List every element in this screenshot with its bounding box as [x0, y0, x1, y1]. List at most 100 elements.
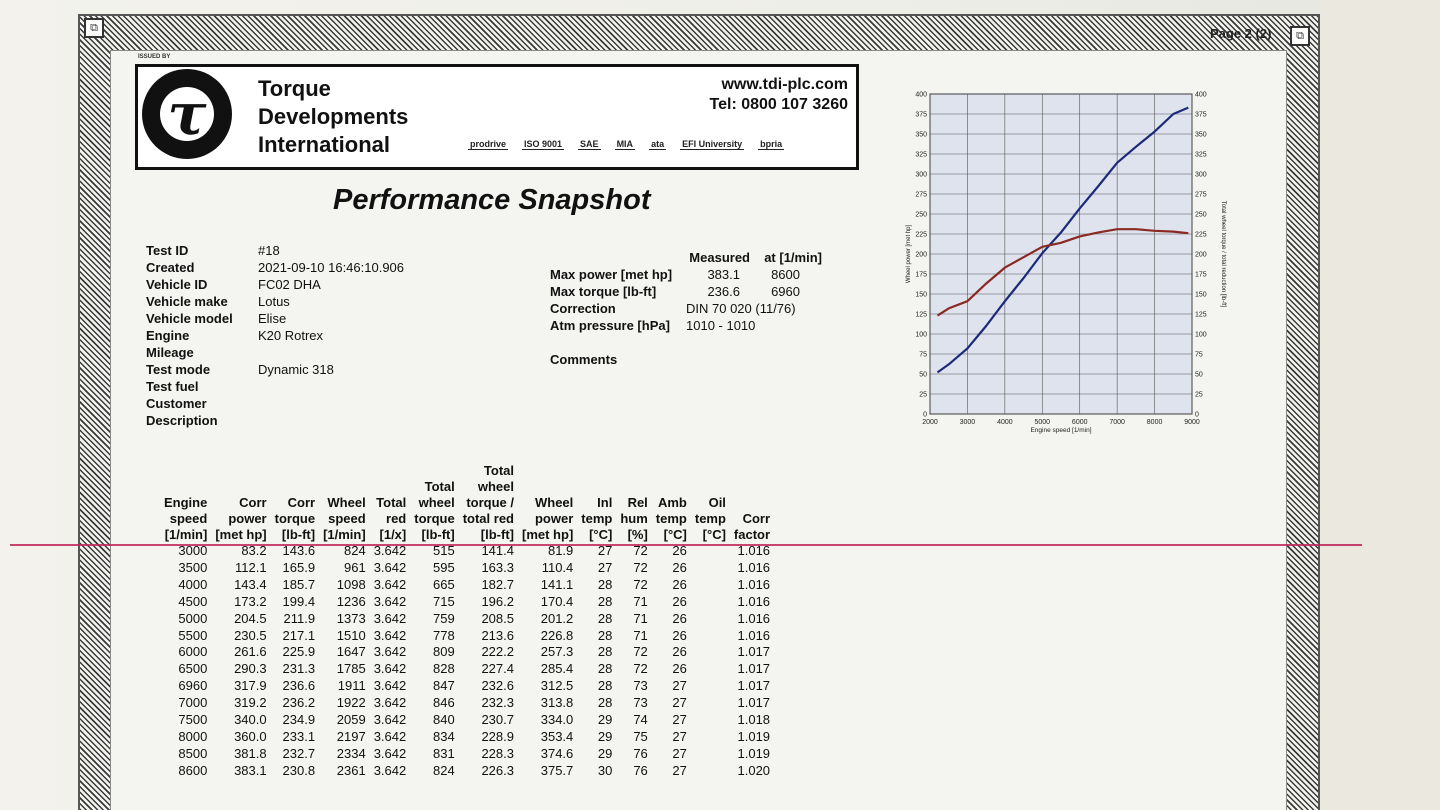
x-tick-label: 7000 [1109, 419, 1125, 426]
x-tick-label: 8000 [1147, 419, 1163, 426]
column-header: Corr factor [733, 511, 771, 542]
table-cell: 26 [672, 661, 687, 677]
table-cell: 1.017 [737, 661, 771, 677]
restore-icon[interactable]: ⧉ [1290, 26, 1310, 46]
table-cell: 1.017 [737, 644, 771, 660]
table-cell [691, 594, 730, 611]
table-cell: 375.7 [540, 762, 574, 778]
column-header: Wheel speed [1/min] [323, 495, 366, 542]
y-tick-label: 50 [919, 372, 927, 379]
table-cell: 230.5 [234, 627, 267, 643]
table-cell: 71 [633, 610, 648, 626]
table-cell: 1.019 [737, 745, 771, 761]
column-header: Corr torque [lb-ft] [274, 495, 316, 542]
table-cell: 3.642 [373, 543, 407, 558]
y-tick-label: 275 [915, 192, 927, 199]
test-info-row: Mileage [146, 345, 194, 360]
table-row: 5500 230.5 217.1 1510 3.642 778 213.6 226.8 28 71… [160, 628, 774, 645]
y-tick-label: 350 [915, 132, 927, 139]
table-cell: 27 [672, 712, 687, 728]
y-tick-label: 225 [915, 232, 927, 239]
table-cell: 5500 [178, 627, 208, 643]
table-cell: 72 [633, 644, 648, 660]
table-cell: 715 [433, 593, 455, 609]
table-cell: 230.8 [282, 762, 316, 778]
table-cell: 76 [633, 762, 648, 778]
table-cell: 185.7 [282, 576, 316, 592]
table-cell [691, 543, 730, 560]
table-cell: 1098 [336, 576, 366, 592]
table-cell [691, 644, 730, 661]
table-row: 4000 143.4 185.7 1098 3.642 665 182.7 141.1 28 72… [160, 577, 774, 594]
table-cell [691, 712, 730, 729]
y-tick-label-right: 150 [1195, 292, 1207, 299]
table-cell: 226.3 [481, 762, 514, 778]
y-tick-label-right: 50 [1195, 372, 1203, 379]
table-cell: 3500 [178, 559, 208, 575]
table-cell: 231.3 [282, 661, 316, 677]
table-cell: 834 [433, 728, 455, 744]
performance-chart: 0 0 25 25 50 50 75 75 100 100 125 125 150 150 175 175 20… [900, 82, 1230, 442]
table-cell: 72 [633, 576, 648, 592]
table-cell: 76 [633, 745, 648, 761]
test-info-row: Description [146, 413, 218, 428]
y-tick-label: 375 [915, 112, 927, 119]
table-cell: 143.4 [234, 576, 267, 592]
table-cell: 809 [433, 644, 455, 660]
table-cell: 2334 [336, 745, 366, 761]
table-cell: 26 [672, 559, 687, 575]
y-tick-label-right: 350 [1195, 132, 1207, 139]
table-cell: 1.017 [737, 695, 771, 711]
y-tick-label: 200 [915, 252, 927, 259]
table-cell: 27 [672, 678, 687, 694]
table-cell: 1236 [336, 593, 366, 609]
test-info-row: Test fuel [146, 379, 199, 394]
table-cell: 230.7 [481, 712, 514, 728]
test-info-row: Created 2021-09-10 16:46:10.906 [146, 260, 405, 275]
accreditation-logos: prodrive ISO 9001 SAE MIA ata EFI Univer… [468, 139, 785, 150]
table-cell: 163.3 [481, 559, 514, 575]
test-info-row: Customer [146, 396, 207, 411]
table-cell: 75 [633, 728, 648, 744]
table-cell: 1922 [336, 695, 366, 711]
table-cell [691, 763, 730, 780]
y-tick-label-right: 375 [1195, 112, 1207, 119]
table-cell: 28 [597, 678, 613, 694]
table-cell: 1510 [336, 627, 366, 643]
table-cell: 3.642 [373, 593, 407, 609]
table-cell: 840 [433, 712, 455, 728]
table-cell: 233.1 [282, 728, 316, 744]
x-axis-label: Engine speed [1/min] [1030, 427, 1091, 434]
table-row: 8600 383.1 230.8 2361 3.642 824 226.3 375.7 30 76… [160, 763, 774, 780]
test-info-row: Test mode Dynamic 318 [146, 362, 334, 377]
table-cell: 778 [433, 627, 455, 643]
column-header: Total wheel torque / total red [lb-ft] [462, 463, 514, 542]
table-cell [691, 577, 730, 594]
table-cell: 3.642 [373, 559, 407, 575]
marker-line [10, 544, 1362, 546]
x-tick-label: 3000 [960, 419, 976, 426]
y-tick-label: 25 [919, 392, 927, 399]
table-row: 7500 340.0 234.9 2059 3.642 840 230.7 334.0 29 74… [160, 712, 774, 729]
table-cell: 225.9 [282, 644, 316, 660]
table-cell: 232.3 [481, 695, 514, 711]
table-cell: 3.642 [373, 678, 407, 694]
table-cell: 201.2 [540, 610, 574, 626]
column-header: Wheel power [met hp] [522, 495, 574, 542]
table-cell: 26 [672, 576, 687, 592]
table-cell: 141.4 [481, 543, 514, 558]
table-cell: 5000 [178, 610, 208, 626]
table-cell: 1.017 [737, 678, 771, 694]
y-tick-label-right: 175 [1195, 272, 1207, 279]
table-cell: 595 [433, 559, 455, 575]
table-cell: 2361 [336, 762, 366, 778]
restore-icon[interactable]: ⧉ [84, 18, 104, 38]
table-cell: 3.642 [373, 728, 407, 744]
table-cell: 261.6 [234, 644, 267, 660]
table-cell: 234.9 [282, 712, 316, 728]
page-label: Page 2 (2) [1210, 26, 1272, 41]
company-name: Torque Developments International [258, 76, 409, 157]
table-cell: 27 [672, 745, 687, 761]
table-row: 5000 204.5 211.9 1373 3.642 759 208.5 201.2 28 71… [160, 611, 774, 628]
y-tick-label-right: 125 [1195, 312, 1207, 319]
